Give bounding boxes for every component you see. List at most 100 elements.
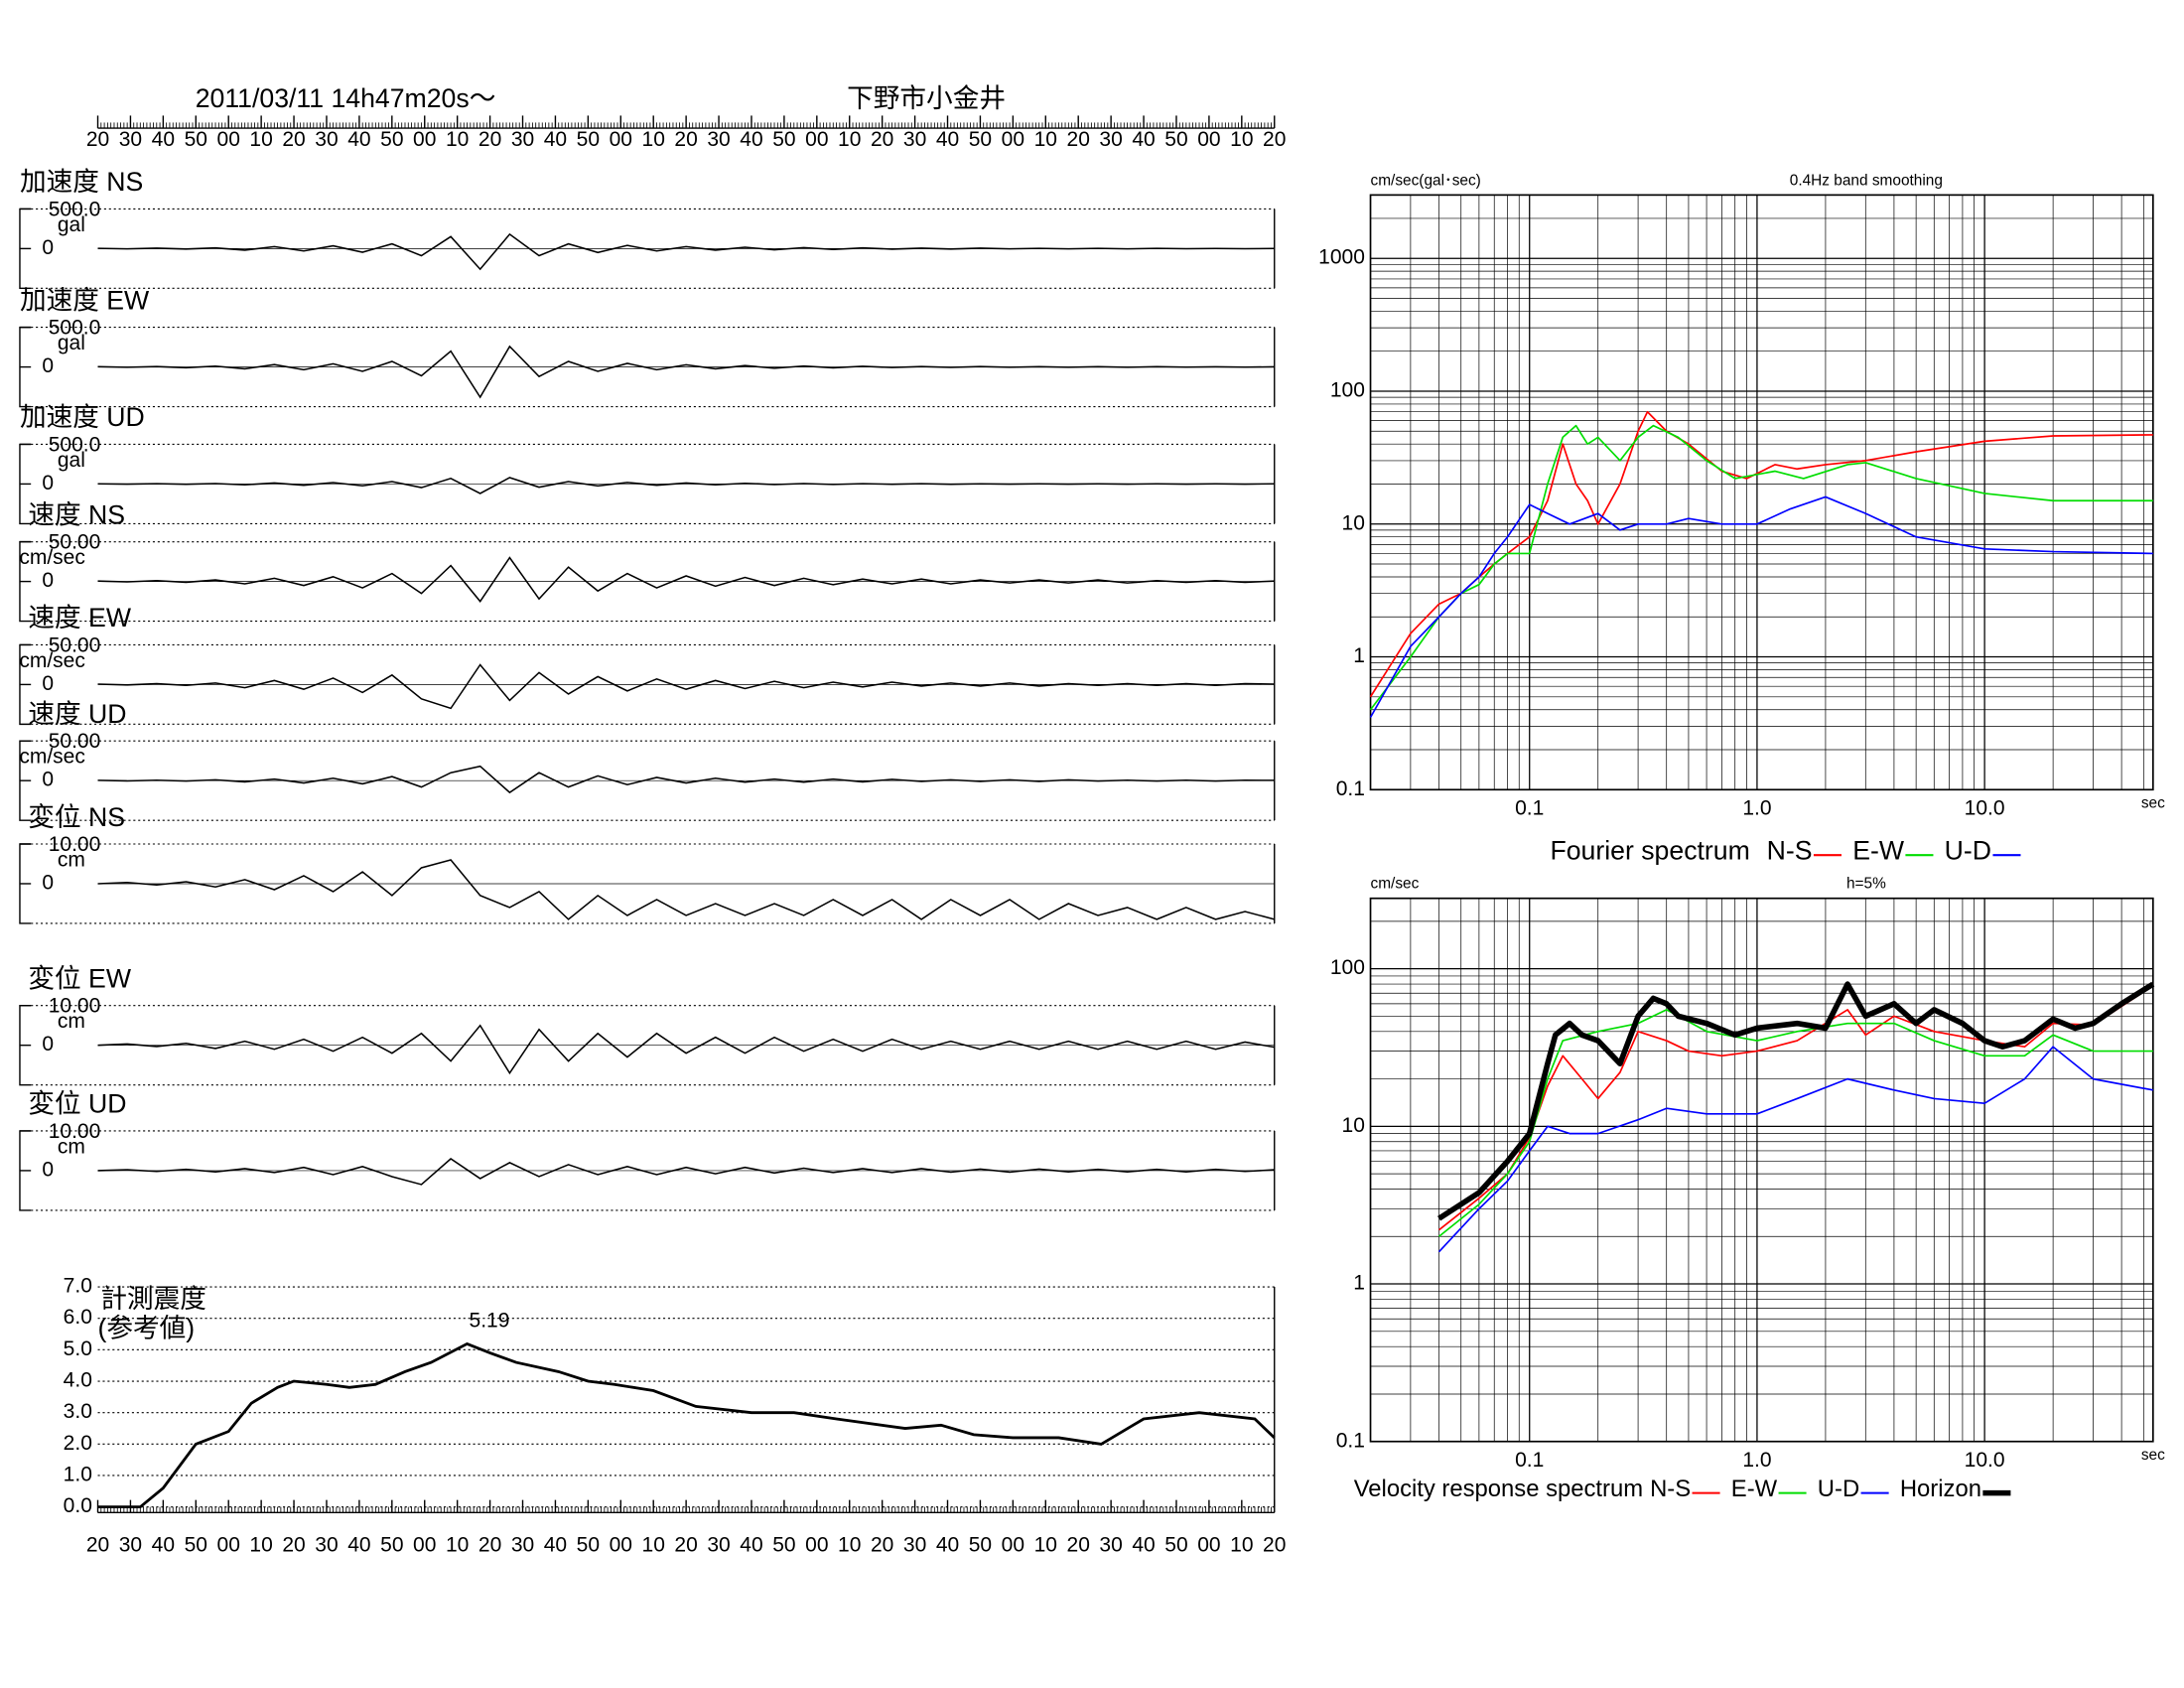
annotation: 5.19 — [470, 1309, 510, 1332]
y-tick-label: 6.0 — [64, 1306, 92, 1329]
y-tick-label: 0 — [42, 872, 54, 895]
x-tick-label: 40 — [936, 128, 959, 151]
x-tick-label: 50 — [969, 1533, 992, 1556]
x-tick-label: 20 — [674, 128, 697, 151]
x-tick-label: 20 — [282, 128, 305, 151]
y-tick-label: 10 — [1342, 511, 1365, 534]
x-tick-label: 00 — [610, 1533, 632, 1556]
waveform-trace — [97, 345, 1275, 399]
x-tick-label: 50 — [772, 128, 795, 151]
x-tick-label: 30 — [707, 128, 730, 151]
chart-title: 計測震度 — [100, 1284, 206, 1314]
panel-title: 速度 EW — [28, 603, 131, 633]
x-tick-label: 40 — [936, 1533, 959, 1556]
chart-subtitle: h=5% — [1846, 876, 1886, 893]
x-tick-label: 50 — [577, 128, 600, 151]
y-tick-label: 500.0 — [49, 317, 101, 340]
y-tick-label: 5.0 — [64, 1337, 92, 1360]
station-name: 下野市小金井 — [847, 83, 1006, 113]
x-tick-label: 10 — [249, 1533, 272, 1556]
x-tick-label: 20 — [86, 1533, 109, 1556]
series-line — [1437, 1046, 2153, 1253]
y-tick-label: 500.0 — [49, 198, 101, 220]
unit-label: cm — [58, 848, 85, 871]
y-tick-label: 4.0 — [64, 1369, 92, 1392]
x-tick-label: 0.1 — [1515, 1449, 1544, 1472]
y-tick-label: 1.0 — [64, 1464, 92, 1486]
y-tick-label: 0 — [42, 1033, 54, 1055]
x-tick-label: 00 — [610, 128, 632, 151]
x-tick-label: 50 — [577, 1533, 600, 1556]
y-tick-label: 10.00 — [49, 833, 101, 856]
intensity-line — [97, 1341, 1276, 1509]
x-tick-label: 40 — [152, 128, 175, 151]
x-tick-label: 00 — [413, 128, 436, 151]
x-tick-label: 30 — [1099, 1533, 1122, 1556]
panel-title: 加速度 NS — [20, 167, 143, 197]
x-tick-label: 30 — [707, 1533, 730, 1556]
x-tick-label: 20 — [478, 128, 501, 151]
plot-frame — [1369, 897, 2154, 1443]
x-tick-label: 10 — [446, 1533, 469, 1556]
y-tick-label: 0.0 — [64, 1494, 92, 1517]
x-tick-label: 00 — [805, 128, 828, 151]
y-tick-label: 100 — [1330, 379, 1365, 402]
x-tick-label: 00 — [1002, 128, 1024, 151]
legend-label: E-W — [1852, 835, 1905, 865]
legend-title: Fourier spectrum — [1550, 835, 1749, 865]
y-tick-label: 2.0 — [64, 1432, 92, 1455]
legend-label: U-D — [1945, 835, 1991, 865]
x-tick-label: 00 — [217, 1533, 240, 1556]
x-tick-label: 00 — [217, 128, 240, 151]
y-tick-label: 0 — [42, 354, 54, 377]
series-line — [1369, 495, 2153, 718]
legend-label: N-S — [1650, 1476, 1691, 1502]
series-line — [1369, 410, 2153, 698]
y-tick-label: 0 — [42, 672, 54, 695]
panel-title: 速度 UD — [28, 699, 126, 729]
y-tick-label: 50.00 — [49, 730, 101, 753]
x-tick-label: 10.0 — [1965, 1449, 2005, 1472]
x-tick-label: 40 — [544, 1533, 567, 1556]
x-tick-label: 10 — [838, 128, 861, 151]
x-tick-label: 00 — [805, 1533, 828, 1556]
x-tick-label: 40 — [740, 128, 762, 151]
y-tick-label: 0 — [42, 236, 54, 259]
x-tick-label: 40 — [1132, 128, 1155, 151]
y-tick-label: 50.00 — [49, 531, 101, 554]
waveform-trace — [97, 1024, 1275, 1075]
y-tick-label: 1000 — [1318, 246, 1365, 269]
x-tick-label: 50 — [969, 128, 992, 151]
x-tick-label: 10 — [1034, 1533, 1057, 1556]
x-tick-label: 40 — [347, 1533, 370, 1556]
x-tick-label: 40 — [1132, 1533, 1155, 1556]
legend-title: Velocity response spectrum — [1354, 1476, 1643, 1502]
x-tick-label: 10 — [838, 1533, 861, 1556]
y-tick-label: 7.0 — [64, 1275, 92, 1298]
x-tick-label: 20 — [282, 1533, 305, 1556]
y-tick-label: 10.00 — [49, 1120, 101, 1143]
x-tick-label: 10 — [642, 128, 665, 151]
y-tick-label: 3.0 — [64, 1400, 92, 1423]
x-tick-label: 30 — [903, 1533, 926, 1556]
x-tick-label: 10 — [642, 1533, 665, 1556]
chart-subtitle: (参考値) — [98, 1314, 196, 1343]
waveform-trace — [97, 859, 1275, 920]
panel-title: 変位 NS — [28, 802, 125, 832]
unit-label: cm — [58, 1010, 85, 1033]
y-axis-unit: cm/sec(gal･sec) — [1371, 172, 1481, 189]
y-tick-label: 0 — [42, 472, 54, 494]
x-tick-label: 30 — [511, 128, 534, 151]
waveform-trace — [97, 477, 1275, 494]
legend-label: Horizon — [1900, 1476, 1981, 1502]
waveform-trace — [97, 663, 1275, 710]
x-tick-label: 50 — [1164, 128, 1187, 151]
series-line — [1437, 981, 2155, 1221]
y-tick-label: 0.1 — [1336, 1429, 1365, 1452]
x-tick-label: 10.0 — [1965, 796, 2005, 819]
y-tick-label: 0 — [42, 769, 54, 791]
x-tick-label: 00 — [1197, 1533, 1220, 1556]
x-tick-label: 20 — [1263, 1533, 1286, 1556]
x-axis-unit: sec — [2141, 794, 2165, 811]
